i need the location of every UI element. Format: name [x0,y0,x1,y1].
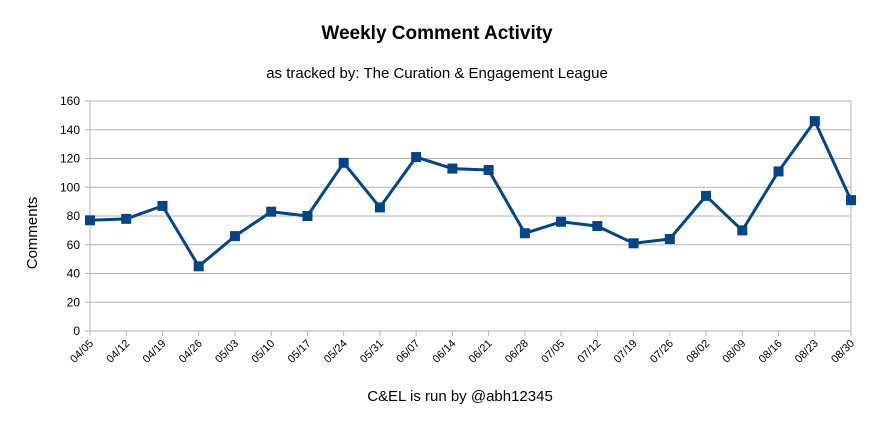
data-point [701,190,712,201]
data-point [592,221,603,232]
y-tick-label: 140 [60,123,80,137]
x-tick-label: 07/26 [648,338,676,366]
data-point [628,238,639,249]
x-tick-label: 07/19 [612,338,640,366]
data-point [556,216,567,227]
y-ticks: 0 20 40 60 80 100 120 140 160 [60,94,90,338]
y-tick-label: 0 [73,324,80,338]
chart-subtitle: as tracked by: The Curation & Engagement… [266,65,608,82]
data-point [846,195,856,206]
x-tick-label: 05/03 [213,338,241,366]
x-tick-label: 05/10 [249,338,277,366]
x-tick-label: 08/09 [720,338,748,366]
data-point [519,228,530,239]
x-tick-label: 04/05 [68,338,96,366]
data-point [229,231,240,242]
x-tick-label: 08/02 [684,338,712,366]
y-tick-label: 120 [60,152,80,166]
data-point [447,163,458,174]
data-point [737,225,748,236]
data-point [411,152,422,163]
x-tick-label: 06/07 [394,338,422,366]
x-tick-label: 06/14 [431,338,459,366]
x-tick-label: 07/12 [576,338,604,366]
x-tick-label: 08/16 [757,338,785,366]
data-point [266,206,277,217]
x-tick-label: 07/05 [539,338,567,366]
y-tick-label: 60 [67,238,81,252]
data-point [809,116,820,127]
x-tick-label: 05/24 [322,338,350,366]
data-point [193,261,204,272]
x-tick-label: 06/21 [467,338,495,366]
x-tick-label: 08/30 [829,338,857,366]
data-point [85,215,95,226]
x-tick-label: 04/12 [104,338,132,366]
x-tick-label: 05/17 [286,338,314,366]
data-point [374,202,385,213]
x-tick-label: 04/19 [141,338,169,366]
series-line [89,119,853,268]
data-point [773,166,784,177]
y-tick-label: 100 [60,180,80,194]
y-tick-label: 40 [67,267,81,281]
data-point [483,165,494,175]
y-tick-label: 160 [60,94,80,108]
grid [90,100,851,332]
y-axis-label: Comments [24,197,41,270]
data-point [338,157,349,168]
x-tick-label: 05/31 [358,338,386,366]
chart-title: Weekly Comment Activity [321,23,553,44]
x-tick-label: 08/23 [793,338,821,366]
x-tick-label: 04/26 [177,338,205,366]
x-tick-label: 06/28 [503,338,531,366]
x-axis-label: C&EL is run by @abh12345 [367,388,553,405]
data-point [157,200,168,211]
data-point [121,213,132,224]
data-point [664,234,675,244]
y-tick-label: 20 [67,295,81,309]
series [85,116,856,272]
data-point [302,211,313,221]
y-tick-label: 80 [67,209,81,223]
x-ticks: 04/05 04/12 04/19 04/26 05/03 05/10 05/17 05/24… [68,331,857,366]
